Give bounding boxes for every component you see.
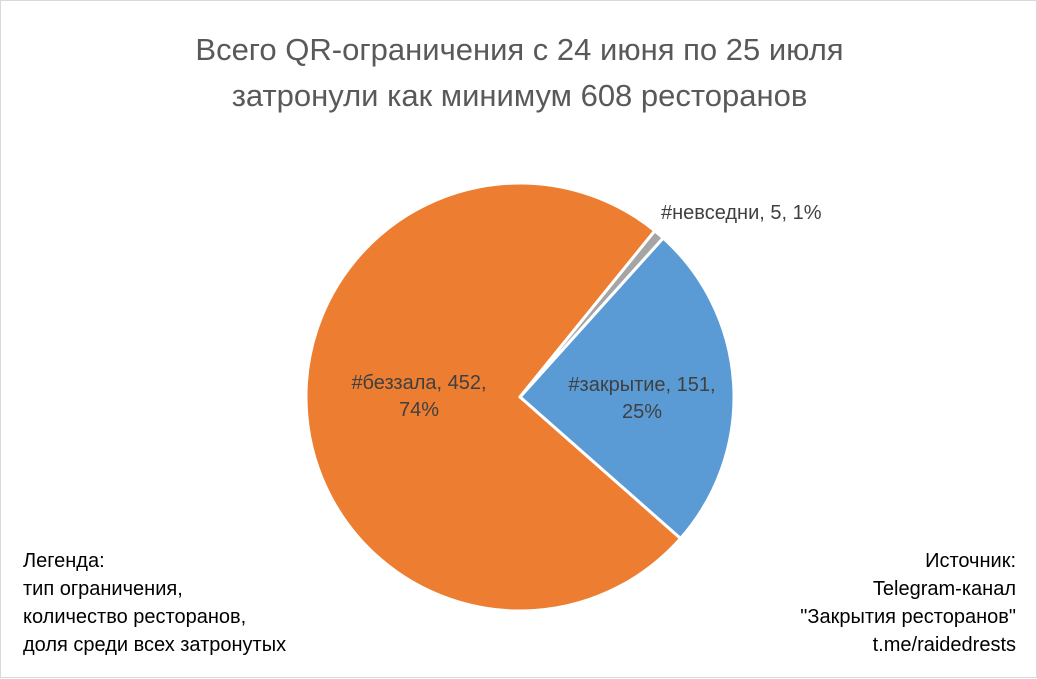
source-note-line-2: Telegram-канал (872, 578, 1016, 600)
source-note: Источник: Telegram-канал "Закрытия ресто… (800, 547, 1016, 659)
source-note-line-3: "Закрытия ресторанов" (800, 606, 1016, 628)
legend-note-line-3: количество ресторанов, (23, 606, 247, 628)
source-note-line-4: t.me/raidedrests (872, 634, 1016, 656)
pie-slice-label-беззала: #беззала, 452, 74% (351, 372, 486, 421)
legend-note-line-2: тип ограничения, (23, 578, 183, 600)
pie-slice-label-невседни: #невседни, 5, 1% (661, 202, 822, 224)
chart-title-line-2: затронули как минимум 608 ресторанов (231, 78, 808, 113)
legend-note-line-1: Легенда: (23, 550, 105, 572)
legend-note: Легенда: тип ограничения, количество рес… (23, 547, 286, 659)
legend-note-line-4: доля среди всех затронутых (23, 634, 287, 656)
pie-slice-невседни (518, 229, 665, 399)
chart-title-line-1: Всего QR-ограничения с 24 июня по 25 июл… (195, 32, 844, 67)
pie-slice-закрытие (518, 236, 736, 541)
chart-title: Всего QR-ограничения с 24 июня по 25 июл… (1, 27, 1037, 119)
source-note-line-1: Источник: (925, 550, 1016, 572)
pie-slice-беззала (304, 181, 682, 613)
pie-slice-label-закрытие: #закрытие, 151, 25% (568, 374, 715, 423)
